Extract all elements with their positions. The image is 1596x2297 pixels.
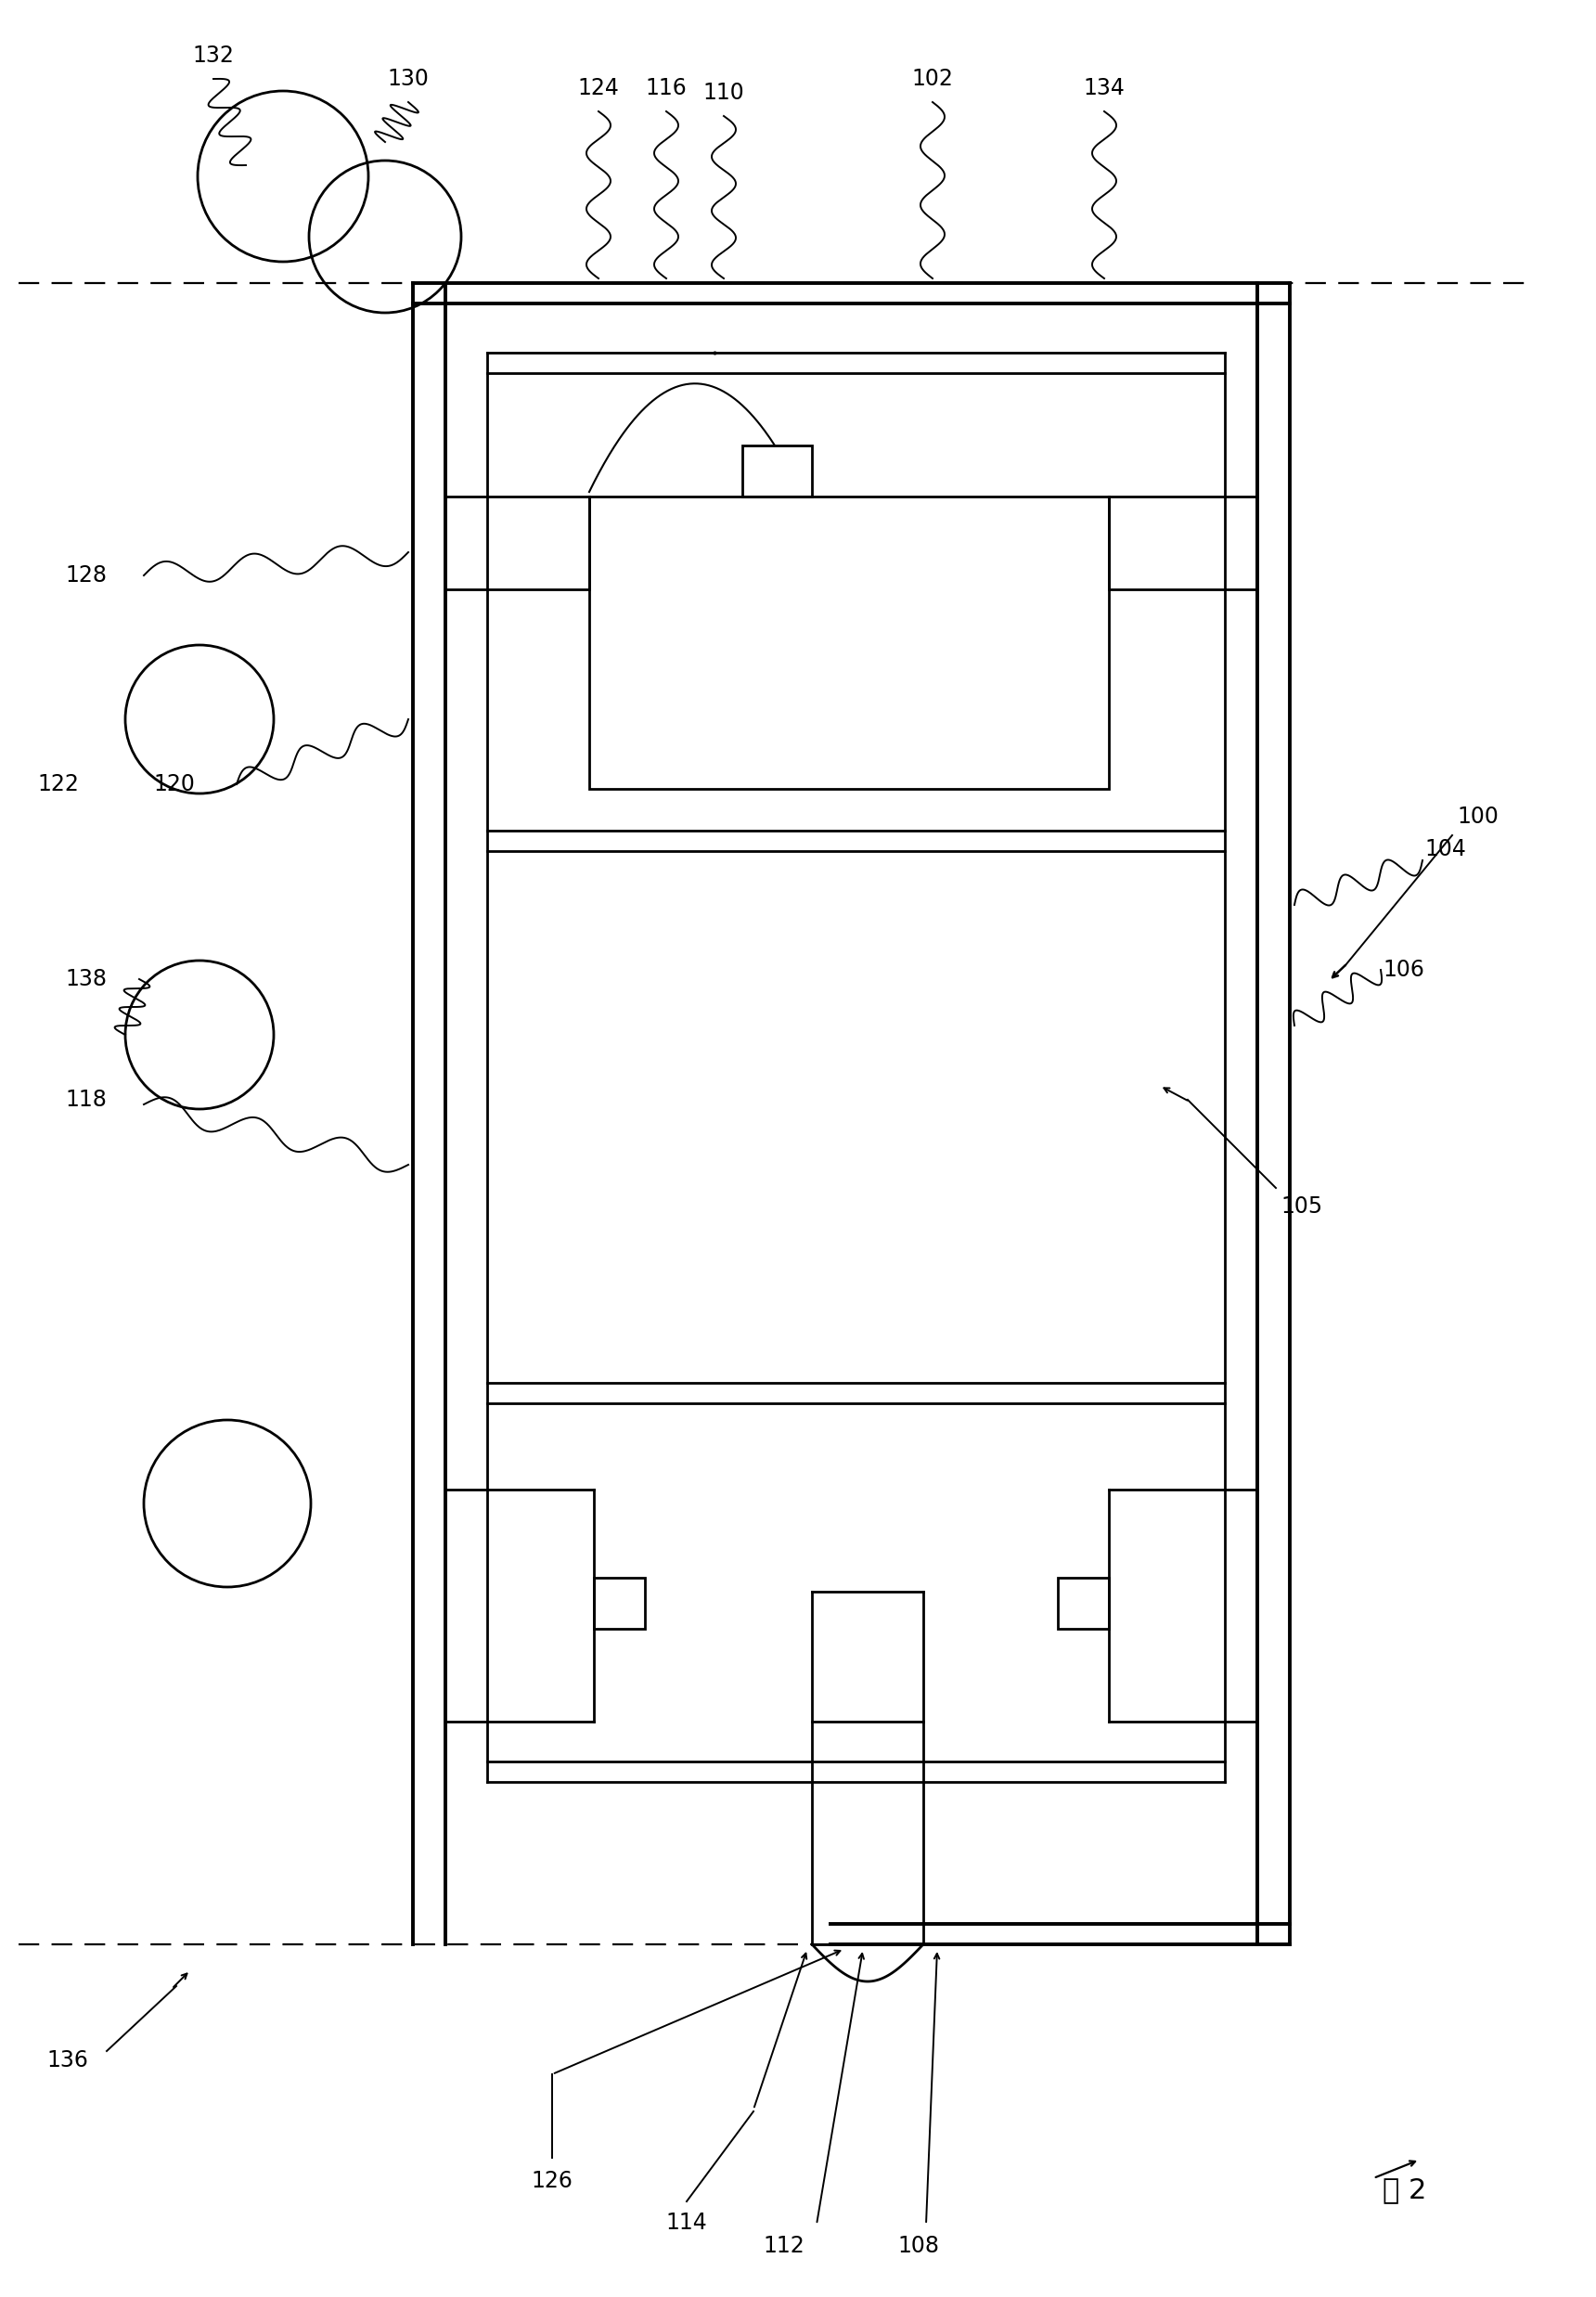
Text: 120: 120 — [153, 774, 195, 795]
Text: 138: 138 — [65, 967, 107, 990]
Text: 108: 108 — [899, 2235, 940, 2258]
Text: 116: 116 — [645, 78, 686, 99]
Text: 128: 128 — [65, 565, 107, 586]
Bar — [812, 1720, 922, 1943]
Text: 124: 124 — [578, 78, 619, 99]
Bar — [589, 496, 1109, 788]
Text: 126: 126 — [531, 2171, 573, 2191]
Text: 118: 118 — [65, 1089, 107, 1112]
Text: 102: 102 — [911, 67, 953, 90]
Text: 图 2: 图 2 — [1382, 2178, 1427, 2203]
Text: 112: 112 — [763, 2235, 804, 2258]
Text: 106: 106 — [1382, 958, 1424, 981]
Text: 130: 130 — [388, 67, 429, 90]
Text: 134: 134 — [1084, 78, 1125, 99]
Bar — [742, 446, 812, 496]
Text: 114: 114 — [666, 2212, 707, 2235]
Text: 104: 104 — [1424, 838, 1467, 861]
Bar — [594, 1578, 645, 1629]
Text: 136: 136 — [46, 2049, 88, 2072]
Text: 122: 122 — [37, 774, 78, 795]
Text: 105: 105 — [1280, 1194, 1323, 1217]
Text: 110: 110 — [702, 83, 744, 103]
Text: 100: 100 — [1457, 806, 1499, 827]
Bar — [1058, 1578, 1109, 1629]
Text: 132: 132 — [193, 44, 235, 67]
